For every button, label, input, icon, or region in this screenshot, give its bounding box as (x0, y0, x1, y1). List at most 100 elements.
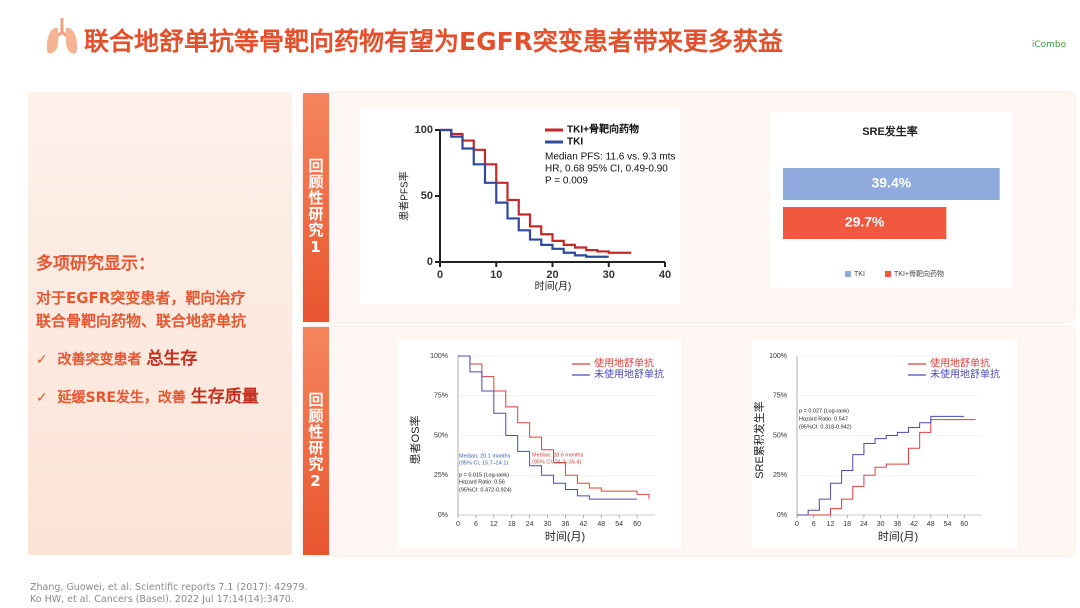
point-text: 改善突变患者 (57, 352, 142, 368)
x-tick-label: 12 (490, 521, 498, 528)
annotation: p = 0.015 (Log-rank) (459, 472, 509, 478)
study-label: 回顾性研究1 (303, 93, 329, 322)
series-line (797, 415, 965, 516)
legend-label: TKI+骨靶向药物 (567, 123, 639, 136)
annotation: Median PFS: 11.6 vs. 9.3 mts (545, 152, 675, 163)
x-tick-label: 6 (474, 521, 478, 528)
annotation: (95% CI, 15.7–24.1) (459, 460, 508, 466)
series-line (458, 355, 650, 500)
x-tick-label: 30 (603, 269, 615, 281)
y-axis-label: SRE累积发生率 (752, 401, 766, 479)
bar (783, 207, 947, 239)
summary-lead: 联合骨靶向药物、联合地舒单抗 (36, 312, 247, 330)
value-label: 29.7% (845, 214, 885, 230)
x-tick-label: 12 (827, 521, 835, 528)
y-tick-label: 100% (430, 353, 448, 360)
x-tick-label: 54 (944, 521, 952, 528)
x-tick-label: 42 (910, 521, 918, 528)
x-axis-label: 时间(月) (878, 530, 918, 543)
annotation: Hazard Ratio: 0.56 (459, 479, 505, 485)
legend-label: TKI (567, 137, 583, 148)
summary-heading: 多项研究显示： (36, 254, 155, 274)
x-tick-label: 48 (927, 521, 935, 528)
y-axis-label: 患者PFS率 (398, 171, 411, 220)
annotation: Median, 20.1 months (459, 453, 511, 459)
x-tick-label: 24 (526, 521, 534, 528)
chart-box (752, 340, 1017, 548)
x-tick-label: 36 (893, 521, 901, 528)
value-label: 39.4% (871, 175, 911, 191)
y-tick-label: 50% (434, 432, 448, 439)
annotation: p = 0.027 (Log-rank) (799, 408, 849, 414)
x-tick-label: 0 (437, 269, 443, 281)
x-tick-label: 60 (960, 521, 968, 528)
annotation: (95% CI, 21.3–35.4) (532, 459, 581, 465)
series-line (440, 128, 632, 254)
reference: Ko HW, et al. Cancers (Basel). 2022 Jul … (30, 594, 294, 605)
y-tick-label: 0% (777, 512, 787, 519)
chart-box (398, 340, 681, 548)
lung-icon (46, 18, 78, 54)
point-emphasis: 总生存 (146, 349, 198, 369)
summary-lead: 对于EGFR突变患者，靶向治疗 (36, 289, 246, 307)
y-tick-label: 50% (773, 432, 787, 439)
summary-panel (28, 92, 292, 555)
annotation: Median, 28.6 months (532, 452, 584, 458)
y-tick-label: 0% (438, 512, 448, 519)
series-line (458, 355, 638, 500)
y-axis-label: 患者OS率 (408, 416, 422, 465)
chart-box (360, 108, 680, 304)
y-tick-label: 25% (434, 472, 448, 479)
x-tick-label: 10 (490, 269, 502, 281)
legend-label: 使用地舒单抗 (930, 357, 990, 370)
x-tick-label: 30 (544, 521, 552, 528)
y-tick-label: 25% (773, 472, 787, 479)
x-tick-label: 18 (508, 521, 516, 528)
legend-label: TKI (854, 271, 865, 278)
x-tick-label: 30 (877, 521, 885, 528)
logo: iCombo (1031, 40, 1067, 50)
y-tick-label: 100 (415, 124, 433, 136)
series-line (440, 128, 609, 258)
y-tick-label: 0 (427, 256, 433, 268)
x-tick-label: 54 (615, 521, 623, 528)
y-tick-label: 75% (773, 393, 787, 400)
chart-title: SRE发生率 (862, 124, 918, 138)
y-tick-label: 100% (769, 353, 787, 360)
x-tick-label: 0 (456, 521, 460, 528)
slide-title: 联合地舒单抗等骨靶向药物有望为EGFR突变患者带来更多获益 (84, 27, 783, 56)
series-line (797, 419, 976, 516)
annotation: HR, 0.68 95% CI, 0.49-0.90 (545, 164, 668, 175)
x-tick-label: 36 (562, 521, 570, 528)
point-text: 延缓SRE发生，改善 (57, 390, 186, 406)
legend-label: 未使用地舒单抗 (930, 368, 1000, 381)
x-axis-label: 时间(月) (535, 280, 572, 293)
summary-point: ✓ 改善突变患者 总生存 (36, 349, 198, 369)
y-tick-label: 50 (421, 190, 433, 202)
x-tick-label: 40 (659, 269, 671, 281)
annotation: P = 0.009 (545, 176, 588, 187)
y-tick-label: 75% (434, 393, 448, 400)
x-tick-label: 18 (843, 521, 851, 528)
legend-label: TKI+骨靶向药物 (894, 269, 944, 278)
x-tick-label: 24 (860, 521, 868, 528)
x-tick-label: 42 (579, 521, 587, 528)
legend-label: 使用地舒单抗 (594, 357, 654, 370)
x-tick-label: 48 (597, 521, 605, 528)
x-tick-label: 6 (812, 521, 816, 528)
annotation: (95%CI: 0.318-0.942) (799, 424, 852, 430)
bar (783, 168, 1000, 200)
legend-swatch (845, 271, 851, 277)
x-axis-label: 时间(月) (545, 530, 585, 543)
legend-swatch (885, 271, 891, 277)
study-label: 回顾性研究2 (303, 327, 329, 555)
x-tick-label: 60 (633, 521, 641, 528)
x-tick-label: 20 (546, 269, 558, 281)
summary-point: ✓ 延缓SRE发生，改善 生存质量 (36, 387, 259, 407)
x-tick-label: 0 (795, 521, 799, 528)
legend-label: 未使用地舒单抗 (594, 368, 664, 381)
point-emphasis: 生存质量 (190, 387, 259, 407)
annotation: Hazard Ratio: 0.547 (799, 416, 848, 422)
